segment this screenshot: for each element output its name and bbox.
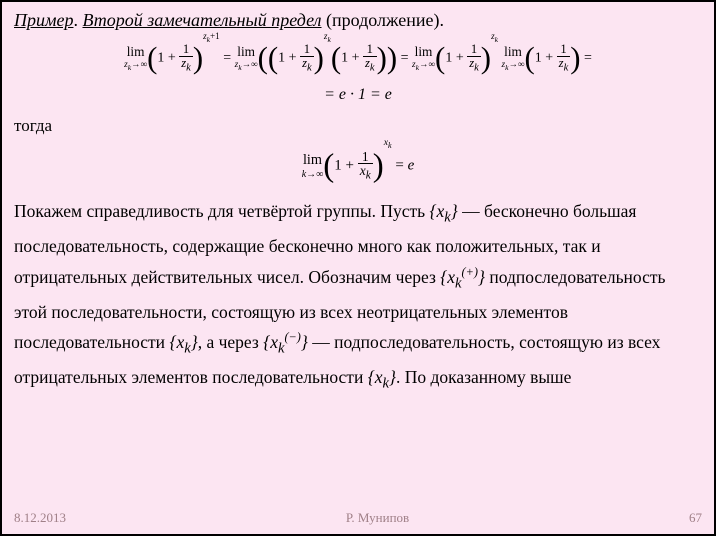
title-tail: (продолжение). (322, 10, 444, 30)
footer-page: 67 (689, 510, 702, 526)
title-main: Второй замечательный предел (82, 10, 321, 30)
slide: Пример. Второй замечательный предел (про… (0, 0, 716, 536)
footer-author: Р. Мунипов (346, 510, 409, 526)
body-t4: , а через (198, 332, 263, 352)
footer: 8.12.2013 Р. Мунипов 67 (14, 510, 702, 526)
word-then: тогда (14, 116, 702, 136)
body-t6: . По доказанному выше (396, 367, 571, 387)
seq-xk-3: {xk} (368, 367, 396, 387)
seq-xk-2: {xk} (169, 332, 197, 352)
seq-xk-plus: {xk(+)} (440, 267, 485, 287)
body-t1: Покажем справедливость для четвёртой гру… (14, 201, 430, 221)
seq-xk-minus: {xk(−)} (263, 332, 308, 352)
equation-1: limzk→∞(1 + 1zk)zk+1 = limzk→∞((1 + 1zk)… (14, 43, 702, 74)
seq-xk: {xk} (430, 201, 458, 221)
equation-3: limk→∞(1 + 1xk)xk = e (14, 150, 702, 182)
body-paragraph: Покажем справедливость для четвёртой гру… (14, 196, 702, 397)
footer-date: 8.12.2013 (14, 510, 66, 526)
title-example: Пример (14, 10, 73, 30)
equation-2: = e · 1 = e (14, 86, 702, 104)
slide-title: Пример. Второй замечательный предел (про… (14, 10, 702, 31)
